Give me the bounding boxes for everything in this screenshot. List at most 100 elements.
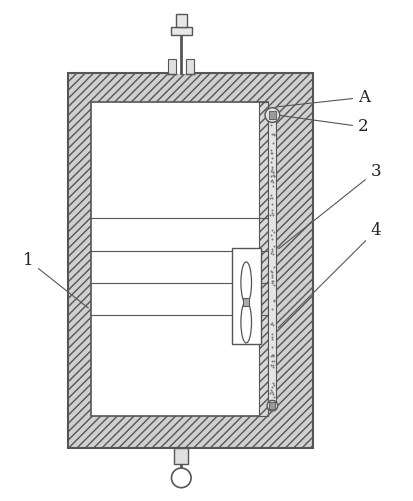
Text: 3: 3 (278, 163, 380, 249)
Point (270, 363, 276, 371)
Point (270, 242, 277, 250)
Point (270, 131, 276, 139)
Point (269, 351, 275, 359)
Point (268, 209, 275, 217)
Text: 1: 1 (23, 252, 88, 308)
Point (268, 273, 275, 281)
Point (269, 397, 276, 405)
Point (269, 211, 275, 219)
Point (268, 154, 275, 162)
Point (267, 352, 273, 360)
Point (270, 130, 276, 138)
Point (268, 279, 275, 287)
Circle shape (266, 400, 277, 411)
Point (267, 386, 274, 394)
Point (268, 320, 274, 328)
Bar (259, 102, 268, 416)
Point (269, 170, 276, 178)
Bar (269, 402, 275, 409)
Point (270, 296, 277, 304)
Point (270, 357, 277, 365)
Point (268, 333, 274, 341)
Point (266, 194, 273, 202)
Point (270, 228, 277, 236)
Text: 2: 2 (279, 115, 368, 135)
Bar (168, 59, 176, 74)
Point (266, 149, 273, 157)
Point (268, 225, 275, 233)
Point (268, 277, 275, 285)
Point (266, 211, 273, 219)
Point (268, 176, 275, 184)
Point (270, 393, 276, 401)
Point (268, 165, 275, 173)
Ellipse shape (240, 302, 251, 343)
Point (268, 268, 275, 276)
Point (266, 389, 273, 397)
Point (269, 321, 276, 329)
Point (268, 351, 275, 359)
Point (271, 397, 277, 405)
Point (271, 172, 277, 180)
Point (268, 305, 275, 313)
Point (269, 379, 275, 387)
Point (268, 330, 274, 338)
Point (267, 121, 274, 129)
Point (268, 247, 275, 255)
Point (268, 383, 275, 391)
Point (269, 351, 276, 359)
Point (268, 319, 274, 327)
Point (267, 158, 273, 166)
Point (268, 250, 275, 258)
Bar (231, 248, 260, 344)
Circle shape (264, 108, 279, 122)
Point (268, 194, 275, 202)
Bar (268, 111, 275, 119)
Bar (90, 102, 268, 416)
Point (269, 361, 276, 369)
Point (268, 206, 275, 214)
Point (267, 191, 273, 199)
Point (268, 335, 275, 343)
Point (269, 390, 276, 398)
Bar (268, 115, 276, 406)
Point (268, 388, 275, 396)
Circle shape (171, 468, 191, 487)
Point (268, 271, 275, 279)
Point (267, 230, 273, 238)
Bar (68, 73, 313, 448)
Point (267, 146, 274, 154)
Point (268, 116, 274, 124)
Point (268, 162, 274, 170)
Bar (242, 299, 249, 306)
Point (267, 249, 273, 258)
Bar (168, 54, 194, 74)
Point (266, 177, 273, 185)
Point (268, 361, 274, 369)
Point (270, 281, 276, 289)
Point (268, 343, 275, 351)
Point (269, 178, 276, 186)
Point (268, 277, 275, 285)
Bar (174, 448, 188, 464)
Text: A: A (276, 89, 369, 107)
Ellipse shape (240, 262, 251, 304)
Point (270, 297, 277, 305)
Point (269, 139, 275, 147)
Point (270, 171, 277, 179)
Bar (186, 59, 194, 74)
Point (268, 200, 274, 208)
Point (269, 168, 276, 176)
Point (269, 182, 276, 190)
Text: 4: 4 (278, 222, 380, 328)
Point (269, 168, 275, 176)
Bar (175, 14, 187, 27)
Point (267, 167, 274, 175)
Point (267, 171, 274, 179)
Point (270, 381, 276, 389)
Point (268, 244, 275, 253)
Point (269, 352, 276, 360)
Point (268, 149, 275, 157)
Point (268, 130, 274, 138)
Bar (170, 27, 191, 36)
